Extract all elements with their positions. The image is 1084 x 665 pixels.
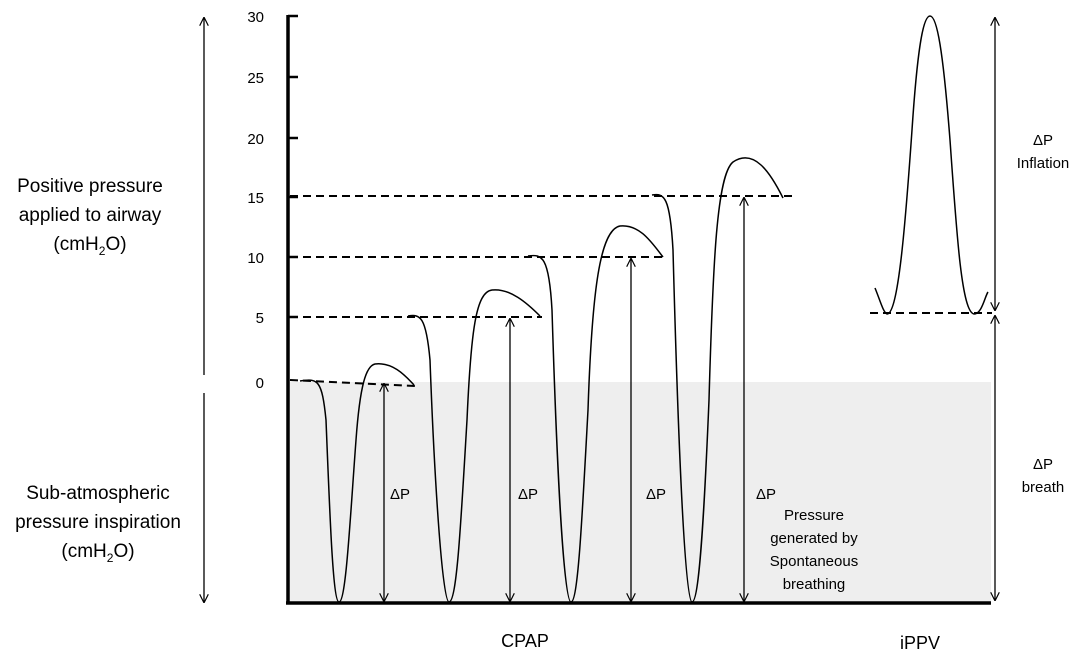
ippv-label: iPPV — [900, 633, 940, 653]
svg-text:(cmH2O): (cmH2O) — [61, 541, 134, 565]
y-tick-label: 10 — [247, 250, 264, 267]
y-tick-label: 30 — [247, 9, 264, 26]
cpap-breath-15 — [651, 157, 784, 603]
y-tick-label: 5 — [256, 310, 264, 327]
svg-text:Spontaneous: Spontaneous — [770, 553, 858, 570]
y-tick-label: 0 — [256, 375, 264, 392]
cpap-baselines — [289, 195, 797, 387]
svg-text:generated by: generated by — [770, 530, 858, 547]
delta-p-inflation-label: ΔP Inflation — [1017, 132, 1070, 172]
svg-text:pressure inspiration: pressure inspiration — [15, 512, 181, 533]
y-tick-label: 15 — [247, 190, 264, 207]
cpap-breath-10 — [527, 225, 664, 603]
cpap-breath-5 — [407, 289, 541, 603]
svg-text:ΔP: ΔP — [1033, 132, 1053, 149]
cpap-waveforms — [299, 157, 784, 603]
positive-pressure-label: Positive pressure applied to airway (cmH… — [17, 176, 163, 258]
svg-text:Inflation: Inflation — [1017, 155, 1070, 172]
sub-atmospheric-label: Sub-atmospheric pressure inspiration (cm… — [15, 483, 181, 565]
delta-p-label-10: ΔP — [646, 486, 666, 503]
svg-text:breath: breath — [1022, 479, 1065, 496]
spontaneous-breathing-label: Pressure generated by Spontaneous breath… — [770, 507, 858, 593]
delta-p-label-15: ΔP — [756, 486, 776, 503]
svg-text:Sub-atmospheric: Sub-atmospheric — [26, 483, 170, 504]
svg-text:Positive pressure: Positive pressure — [17, 176, 163, 197]
delta-p-label-0: ΔP — [390, 486, 410, 503]
ippv-waveform — [874, 15, 989, 315]
svg-text:applied to airway: applied to airway — [19, 205, 162, 226]
svg-text:Pressure: Pressure — [784, 507, 844, 524]
cpap-delta-arrows — [384, 198, 744, 601]
svg-text:ΔP: ΔP — [1033, 456, 1053, 473]
sub-atmospheric-region — [288, 382, 991, 603]
y-tick-label: 25 — [247, 70, 264, 87]
svg-text:(cmH2O): (cmH2O) — [53, 234, 126, 258]
delta-p-breath-label: ΔP breath — [1022, 456, 1065, 496]
svg-text:breathing: breathing — [783, 576, 846, 593]
delta-p-label-5: ΔP — [518, 486, 538, 503]
cpap-breath-0 — [299, 363, 415, 603]
cpap-label: CPAP — [501, 631, 549, 651]
y-tick-label: 20 — [247, 131, 264, 148]
